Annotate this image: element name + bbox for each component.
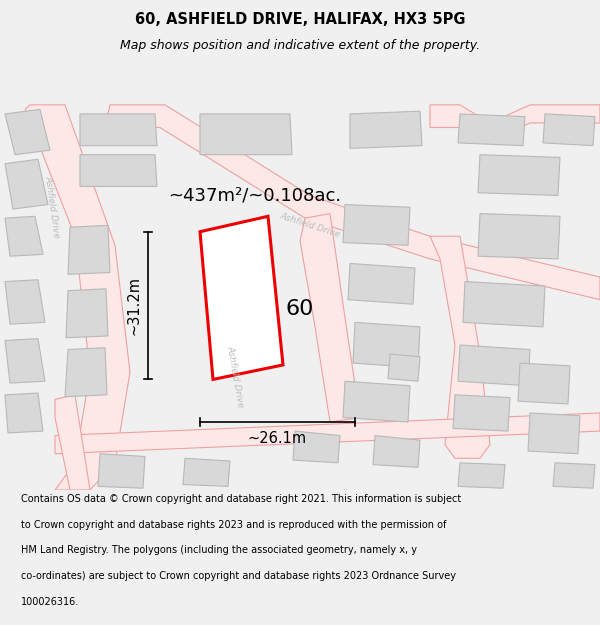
- Polygon shape: [388, 354, 420, 381]
- Text: co-ordinates) are subject to Crown copyright and database rights 2023 Ordnance S: co-ordinates) are subject to Crown copyr…: [20, 571, 455, 581]
- Polygon shape: [430, 105, 600, 141]
- Polygon shape: [105, 105, 600, 299]
- Polygon shape: [5, 216, 43, 256]
- Polygon shape: [478, 154, 560, 196]
- Polygon shape: [80, 114, 157, 146]
- Polygon shape: [343, 381, 410, 422]
- Polygon shape: [5, 339, 45, 383]
- Polygon shape: [458, 114, 525, 146]
- Polygon shape: [553, 462, 595, 488]
- Polygon shape: [458, 462, 505, 488]
- Text: ~31.2m: ~31.2m: [127, 276, 142, 335]
- Text: ~437m²/~0.108ac.: ~437m²/~0.108ac.: [168, 186, 341, 204]
- Polygon shape: [66, 289, 108, 338]
- Polygon shape: [55, 395, 90, 490]
- Polygon shape: [348, 264, 415, 304]
- Polygon shape: [68, 226, 110, 274]
- Text: ~26.1m: ~26.1m: [248, 431, 307, 446]
- Polygon shape: [300, 214, 360, 422]
- Text: Ashfield Drive: Ashfield Drive: [225, 345, 245, 409]
- Polygon shape: [25, 105, 130, 490]
- Polygon shape: [80, 154, 157, 186]
- Text: 60, ASHFIELD DRIVE, HALIFAX, HX3 5PG: 60, ASHFIELD DRIVE, HALIFAX, HX3 5PG: [135, 12, 465, 27]
- Polygon shape: [430, 236, 490, 458]
- Text: Contains OS data © Crown copyright and database right 2021. This information is : Contains OS data © Crown copyright and d…: [20, 494, 461, 504]
- Polygon shape: [5, 159, 48, 209]
- Polygon shape: [5, 109, 50, 154]
- Polygon shape: [463, 281, 545, 327]
- Polygon shape: [528, 413, 580, 454]
- Text: Map shows position and indicative extent of the property.: Map shows position and indicative extent…: [120, 39, 480, 51]
- Polygon shape: [543, 114, 595, 146]
- Text: HM Land Registry. The polygons (including the associated geometry, namely x, y: HM Land Registry. The polygons (includin…: [20, 546, 416, 556]
- Text: Ashfield Drive: Ashfield Drive: [279, 211, 341, 239]
- Polygon shape: [200, 216, 283, 379]
- Text: Ashfield Drive: Ashfield Drive: [43, 176, 61, 239]
- Polygon shape: [5, 393, 43, 433]
- Polygon shape: [5, 280, 45, 324]
- Text: to Crown copyright and database rights 2023 and is reproduced with the permissio: to Crown copyright and database rights 2…: [20, 520, 446, 530]
- Polygon shape: [183, 458, 230, 486]
- Polygon shape: [293, 431, 340, 462]
- Polygon shape: [478, 214, 560, 259]
- Polygon shape: [65, 348, 107, 397]
- Text: 100026316.: 100026316.: [20, 597, 79, 607]
- Polygon shape: [353, 322, 420, 368]
- Polygon shape: [373, 436, 420, 468]
- Polygon shape: [98, 454, 145, 488]
- Polygon shape: [350, 111, 422, 148]
- Polygon shape: [200, 114, 292, 154]
- Text: 60: 60: [286, 299, 314, 319]
- Polygon shape: [518, 363, 570, 404]
- Polygon shape: [453, 395, 510, 431]
- Polygon shape: [55, 413, 600, 454]
- Polygon shape: [458, 345, 530, 386]
- Polygon shape: [343, 204, 410, 245]
